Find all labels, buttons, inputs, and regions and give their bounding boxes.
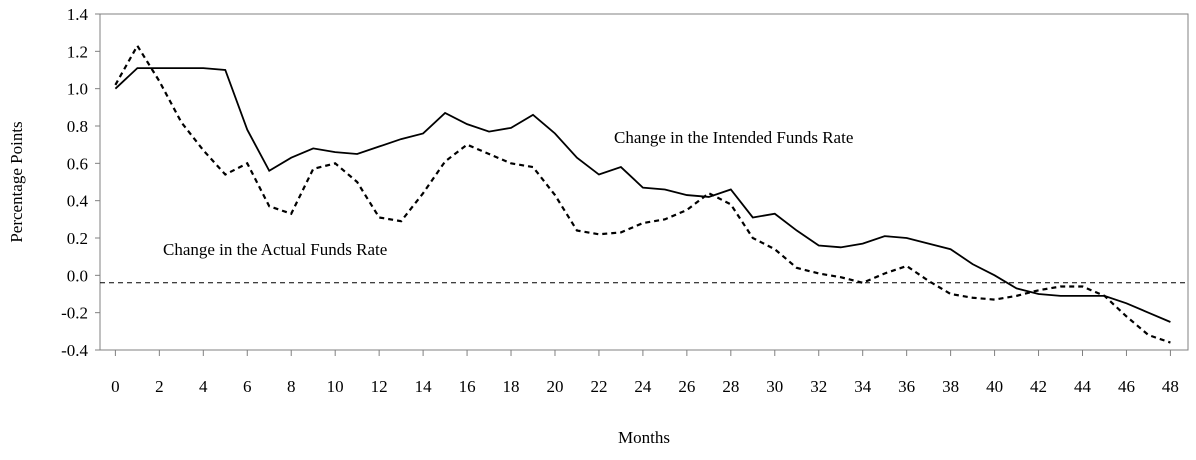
- y-tick-label: 0.8: [67, 117, 88, 136]
- x-tick-label: 26: [678, 377, 695, 396]
- x-tick-label: 32: [810, 377, 827, 396]
- x-tick-label: 10: [327, 377, 344, 396]
- x-tick-label: 2: [155, 377, 164, 396]
- x-tick-label: 28: [722, 377, 739, 396]
- y-tick-label: -0.2: [61, 304, 88, 323]
- x-tick-label: 46: [1118, 377, 1135, 396]
- x-tick-label: 14: [415, 377, 433, 396]
- x-tick-label: 30: [766, 377, 783, 396]
- series-line: [114, 67, 1171, 323]
- annotation: Change in the Intended Funds Rate: [614, 128, 853, 147]
- y-tick-label: 0.2: [67, 229, 88, 248]
- y-tick-label: -0.4: [61, 341, 88, 360]
- x-tick-label: 4: [199, 377, 208, 396]
- y-tick-label: 0.0: [67, 266, 88, 285]
- y-tick-label: 1.4: [67, 5, 89, 24]
- series-line: [114, 43, 1171, 344]
- x-tick-label: 12: [371, 377, 388, 396]
- x-tick-label: 18: [503, 377, 520, 396]
- x-tick-label: 34: [854, 377, 872, 396]
- x-tick-label: 0: [111, 377, 120, 396]
- x-tick-label: 24: [634, 377, 652, 396]
- annotation: Change in the Actual Funds Rate: [163, 240, 387, 259]
- y-tick-label: 1.2: [67, 42, 88, 61]
- x-tick-label: 36: [898, 377, 915, 396]
- x-tick-label: 40: [986, 377, 1003, 396]
- x-tick-label: 38: [942, 377, 959, 396]
- x-tick-label: 42: [1030, 377, 1047, 396]
- x-tick-label: 20: [546, 377, 563, 396]
- x-tick-label: 44: [1074, 377, 1092, 396]
- x-tick-label: 22: [590, 377, 607, 396]
- x-tick-label: 16: [459, 377, 476, 396]
- x-tick-label: 8: [287, 377, 296, 396]
- plot-frame: [99, 13, 1189, 351]
- y-tick-label: 1.0: [67, 80, 88, 99]
- y-tick-label: 0.6: [67, 154, 88, 173]
- y-axis-label: Percentage Points: [7, 121, 26, 242]
- x-axis-label: Months: [618, 428, 670, 447]
- y-tick-label: 0.4: [67, 192, 89, 211]
- x-tick-label: 48: [1162, 377, 1179, 396]
- x-tick-label: 6: [243, 377, 252, 396]
